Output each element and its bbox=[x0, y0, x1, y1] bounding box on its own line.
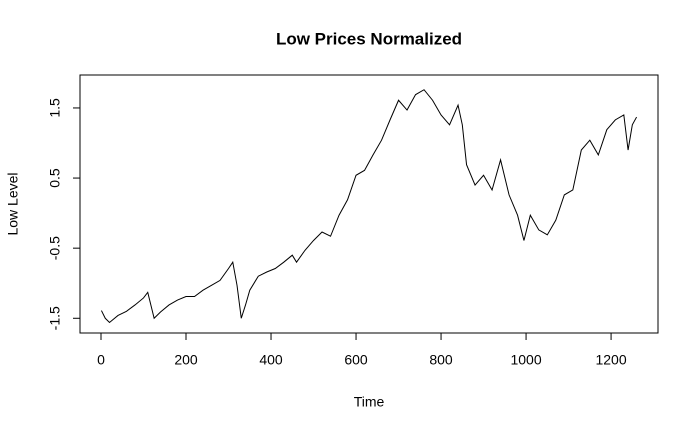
x-tick-label: 800 bbox=[429, 352, 453, 368]
y-tick-label: -1.5 bbox=[47, 306, 63, 330]
x-tick-label: 400 bbox=[259, 352, 283, 368]
y-tick-label: 1.5 bbox=[47, 98, 63, 118]
plot-frame bbox=[79, 74, 659, 334]
chart-title: Low Prices Normalized bbox=[276, 29, 462, 48]
x-tick-label: 200 bbox=[174, 352, 198, 368]
x-tick-label: 1000 bbox=[510, 352, 541, 368]
x-tick-label: 0 bbox=[97, 352, 105, 368]
y-axis-label: Low Level bbox=[5, 172, 21, 235]
x-tick-label: 600 bbox=[344, 352, 368, 368]
x-tick-label: 1200 bbox=[595, 352, 626, 368]
y-tick-label: -0.5 bbox=[47, 236, 63, 260]
y-tick-label: 0.5 bbox=[47, 168, 63, 188]
x-axis-label: Time bbox=[354, 394, 385, 410]
series-line bbox=[100, 89, 638, 324]
